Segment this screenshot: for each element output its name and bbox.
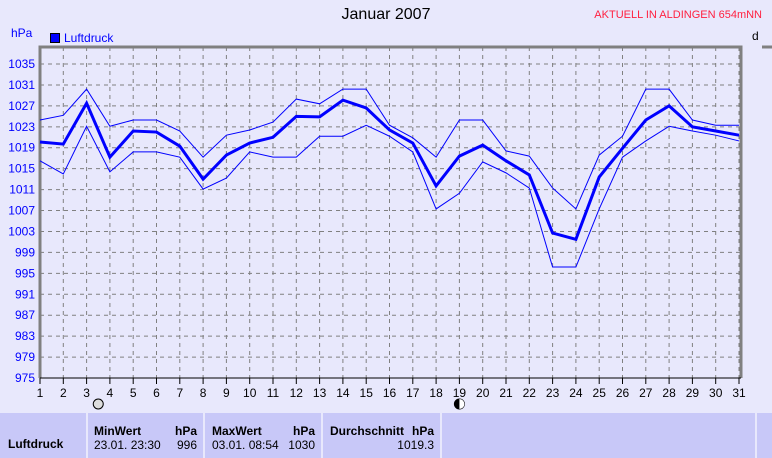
x-tick-label: 7 bbox=[176, 386, 183, 400]
x-tick-label: 29 bbox=[686, 386, 700, 400]
y-tick-label: 1035 bbox=[8, 57, 35, 71]
x-tick-label: 9 bbox=[223, 386, 230, 400]
full-moon-icon bbox=[92, 398, 104, 410]
y-tick-label: 1019 bbox=[8, 141, 35, 155]
x-tick-label: 2 bbox=[60, 386, 67, 400]
y-tick-label: 995 bbox=[15, 266, 35, 280]
chart: 9759799839879919959991003100710111015101… bbox=[8, 45, 772, 410]
x-tick-label: 8 bbox=[200, 386, 207, 400]
min-time: 23.01. 23:30 bbox=[94, 438, 161, 452]
legend-label: Luftdruck bbox=[64, 31, 114, 45]
plot-frame bbox=[38, 45, 743, 378]
x-tick-label: 19 bbox=[453, 386, 467, 400]
stats-table: Luftdruck MinWert hPa 23.01. 23:30 996 M… bbox=[0, 413, 772, 458]
x-tick-label: 1 bbox=[37, 386, 44, 400]
max-value: 1030 bbox=[288, 438, 315, 452]
chart-title: Januar 2007 bbox=[341, 6, 431, 23]
max-time: 03.01. 08:54 bbox=[212, 438, 279, 452]
x-tick-label: 17 bbox=[406, 386, 420, 400]
y-tick-label: 975 bbox=[15, 371, 35, 385]
series-line-min bbox=[39, 124, 740, 268]
min-value: 996 bbox=[176, 438, 197, 452]
x-tick-label: 10 bbox=[243, 386, 257, 400]
station-label: AKTUELL IN ALDINGEN 654mNN bbox=[594, 9, 762, 21]
x-tick-label: 12 bbox=[290, 386, 304, 400]
x-tick-label: 27 bbox=[639, 386, 653, 400]
x-tick-label: 26 bbox=[616, 386, 630, 400]
y-tick-label: 1011 bbox=[9, 183, 35, 197]
y-tick-label: 987 bbox=[15, 308, 35, 322]
x-tick-label: 28 bbox=[662, 386, 676, 400]
y-tick-label: 979 bbox=[15, 350, 35, 364]
series-line-mean bbox=[39, 98, 740, 242]
x-tick-label: 15 bbox=[360, 386, 374, 400]
y-tick-label: 991 bbox=[15, 287, 35, 301]
x-tick-label: 16 bbox=[383, 386, 397, 400]
avg-header: Durchschnitt bbox=[330, 424, 405, 438]
x-tick-label: 14 bbox=[336, 386, 350, 400]
row-label: Luftdruck bbox=[8, 437, 64, 451]
y-tick-label: 1015 bbox=[8, 162, 35, 176]
plot-area bbox=[40, 47, 741, 378]
series-line-max bbox=[39, 88, 739, 210]
y-tick-label: 1031 bbox=[8, 78, 35, 92]
x-tick-label: 6 bbox=[153, 386, 160, 400]
x-tick-label: 30 bbox=[709, 386, 723, 400]
y-tick-label: 983 bbox=[15, 329, 35, 343]
x-tick-label: 24 bbox=[569, 386, 583, 400]
y-tick-label: 999 bbox=[15, 245, 35, 259]
x-tick-label: 3 bbox=[83, 386, 90, 400]
x-tick-label: 23 bbox=[546, 386, 560, 400]
avg-value: 1019.3 bbox=[397, 438, 434, 452]
y-axis-unit: hPa bbox=[11, 26, 33, 40]
x-tick-label: 22 bbox=[523, 386, 537, 400]
x-tick-label: 25 bbox=[593, 386, 607, 400]
legend-swatch bbox=[50, 33, 60, 43]
legend: Luftdruck bbox=[50, 31, 113, 45]
y-tick-label: 1007 bbox=[8, 204, 35, 218]
x-tick-label: 18 bbox=[429, 386, 443, 400]
y-tick-label: 1023 bbox=[8, 120, 35, 134]
x-tick-label: 5 bbox=[130, 386, 137, 400]
avg-unit: hPa bbox=[411, 424, 434, 438]
adjacent-chart-label: d bbox=[752, 29, 759, 43]
max-unit: hPa bbox=[292, 424, 315, 438]
y-tick-label: 1003 bbox=[8, 224, 35, 238]
x-tick-label: 21 bbox=[499, 386, 513, 400]
new-moon-highlight bbox=[459, 399, 465, 409]
x-tick-label: 11 bbox=[267, 386, 280, 400]
x-tick-label: 31 bbox=[732, 386, 746, 400]
min-unit: hPa bbox=[174, 424, 197, 438]
min-header: MinWert bbox=[94, 424, 142, 438]
max-header: MaxWert bbox=[212, 424, 262, 438]
y-tick-label: 1027 bbox=[8, 99, 35, 113]
x-tick-label: 13 bbox=[313, 386, 327, 400]
x-tick-label: 4 bbox=[107, 386, 114, 400]
x-tick-label: 20 bbox=[476, 386, 490, 400]
